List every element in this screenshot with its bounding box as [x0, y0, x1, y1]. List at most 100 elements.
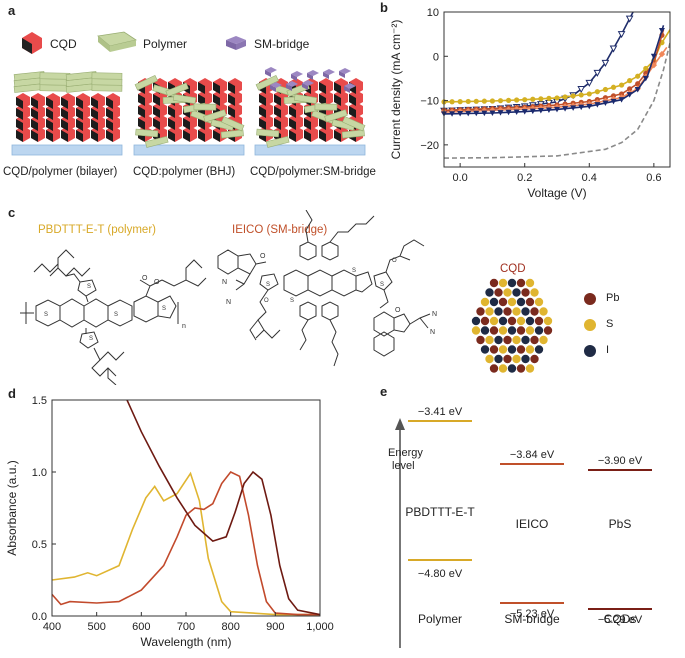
svg-text:S: S — [87, 284, 91, 290]
data-point — [642, 75, 649, 82]
data-point — [602, 100, 609, 107]
smbridge-stack — [254, 67, 366, 156]
data-point — [457, 99, 463, 105]
svg-text:S: S — [44, 312, 48, 318]
y-tick-label: −10 — [420, 96, 439, 108]
atom — [498, 297, 508, 307]
data-point — [538, 96, 544, 102]
atom — [521, 288, 530, 297]
atom — [480, 326, 490, 335]
atom — [516, 345, 526, 354]
atom — [530, 307, 539, 316]
atom — [498, 345, 508, 354]
data-point — [593, 69, 602, 77]
atom — [485, 335, 494, 345]
material-label: PbS — [609, 517, 632, 531]
atom — [485, 307, 494, 316]
svg-text:O: O — [142, 275, 148, 282]
data-point — [554, 95, 560, 101]
svg-text:O: O — [392, 258, 397, 264]
data-point — [497, 98, 504, 104]
polymer-structure — [20, 249, 207, 385]
homo-label: −4.80 eV — [418, 568, 463, 580]
atom — [507, 316, 517, 326]
data-point — [570, 93, 576, 99]
atom — [507, 297, 517, 307]
atom — [498, 364, 508, 373]
homo-label: −5.29 eV — [598, 614, 643, 626]
column-label: SM-bridge — [504, 612, 560, 626]
svg-text:n: n — [182, 323, 186, 330]
atom — [521, 307, 530, 316]
series-line-0 — [52, 471, 320, 616]
data-point — [617, 31, 626, 39]
data-point — [601, 59, 610, 67]
atom — [507, 364, 517, 373]
atom — [525, 364, 535, 373]
atom — [530, 335, 539, 345]
atom — [534, 297, 544, 307]
data-point — [554, 106, 560, 113]
atom — [534, 326, 544, 335]
atom — [489, 278, 499, 288]
data-point — [594, 102, 601, 108]
atom — [503, 354, 512, 364]
atom-legend — [584, 293, 596, 357]
svg-text:N: N — [222, 279, 227, 286]
atom — [507, 326, 517, 335]
atom — [476, 335, 485, 345]
caption-bilayer: CQD/polymer (bilayer) — [3, 166, 118, 178]
series-line-1 — [52, 470, 320, 616]
lumo-label: −3.84 eV — [510, 449, 555, 461]
column-label: Polymer — [418, 612, 462, 626]
atom — [480, 316, 490, 326]
atom-pb-label: Pb — [606, 292, 620, 304]
data-point — [578, 92, 584, 98]
data-point — [618, 97, 625, 103]
atom — [516, 316, 526, 326]
svg-text:O: O — [264, 298, 269, 304]
atom — [512, 307, 521, 316]
svg-text:N: N — [226, 299, 231, 306]
svg-text:S: S — [380, 282, 384, 288]
i-atom-icon — [584, 345, 596, 357]
data-point — [489, 110, 496, 116]
atom — [512, 288, 521, 297]
atom — [534, 345, 544, 354]
x-tick-label: 800 — [221, 621, 239, 633]
data-point — [609, 45, 618, 53]
data-point — [537, 108, 544, 114]
panel-letter-b: b — [380, 0, 388, 15]
bridge-name: IEICO (SM-bridge) — [232, 224, 328, 236]
data-point — [610, 84, 617, 90]
x-tick-label: 0.6 — [646, 172, 661, 184]
panel-letter-a: a — [8, 3, 16, 18]
atom — [516, 297, 526, 307]
y-tick-label: 1.5 — [32, 395, 47, 407]
data-point — [634, 87, 641, 93]
x-tick-label: 0.4 — [582, 172, 597, 184]
atom — [525, 297, 535, 307]
legend-cqd-label: CQD — [50, 37, 77, 51]
atom — [507, 278, 517, 288]
data-point — [522, 97, 528, 103]
y-tick-label: 10 — [427, 7, 439, 19]
panel-letter-c: c — [8, 205, 16, 220]
series-line-2 — [126, 400, 320, 616]
atom — [512, 354, 521, 364]
data-point — [465, 98, 471, 105]
jv-chart: 0.0 0.2 0.4 0.6 −20 −10 0 10 Voltage (V) Current … — [389, 7, 671, 200]
chemical-structures: O O S S S S S n — [20, 210, 437, 385]
y-tick-label: 0 — [433, 51, 439, 63]
data-point — [618, 82, 625, 88]
y-axis-label: Absorbance (a.u.) — [5, 460, 19, 555]
svg-text:O: O — [395, 307, 401, 314]
data-point — [521, 109, 528, 115]
x-tick-label: 900 — [266, 621, 284, 633]
svg-text:S: S — [89, 336, 93, 342]
data-point — [570, 105, 577, 111]
atom — [489, 316, 499, 326]
panel-letter-d: d — [8, 386, 16, 401]
atom — [530, 354, 539, 364]
data-point — [562, 106, 569, 112]
